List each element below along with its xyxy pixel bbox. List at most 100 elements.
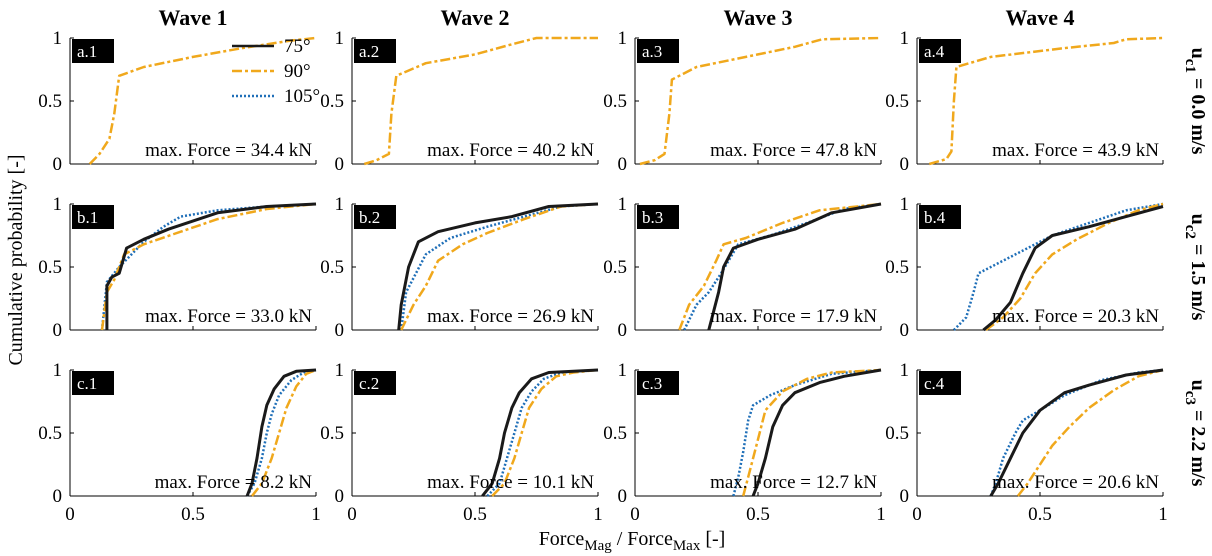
y-tick-label: 1 — [335, 28, 345, 49]
y-tick-label: 0.5 — [603, 423, 627, 444]
y-tick-label: 0 — [900, 154, 910, 175]
panel-c-4: 0 0.5 1 0 0.5 1 c.4 max. Force = 20.6 kN — [885, 360, 1168, 525]
panel-label: b.3 — [642, 208, 663, 227]
x-tick-label: 1 — [311, 504, 321, 525]
series-line-75deg — [245, 368, 317, 497]
panel-label-box — [919, 39, 961, 63]
panel-label-box — [72, 371, 114, 395]
row-label: uc2 = 1.5 m/s — [1182, 214, 1209, 321]
series-line-90deg — [985, 202, 1164, 332]
panel-label-box — [637, 39, 679, 63]
y-tick-label: 0.5 — [320, 91, 344, 112]
series-line-105deg — [732, 368, 882, 497]
x-tick-label: 0.5 — [463, 504, 487, 525]
x-tick-label: 0.5 — [746, 504, 770, 525]
series-line-90deg — [491, 368, 599, 497]
x-axis-label-a-sub: Mag — [584, 538, 612, 554]
max-force-annotation: max. Force = 17.9 kN — [710, 306, 877, 327]
x-tick-label: 0 — [912, 504, 922, 525]
panel-label: a.1 — [77, 42, 97, 61]
panel-a-1: 0 0.5 1 a.1 max. Force = 34.4 kN — [38, 28, 317, 175]
y-tick-label: 0.5 — [885, 91, 909, 112]
y-tick-label: 0 — [618, 320, 628, 341]
y-tick-label: 0 — [53, 154, 63, 175]
series-line-90deg — [678, 202, 882, 331]
panel-a-3: 0 0.5 1 a.3 max. Force = 47.8 kN — [603, 28, 882, 175]
max-force-annotation: max. Force = 43.9 kN — [992, 140, 1159, 161]
y-tick-label: 0 — [53, 486, 63, 507]
y-tick-label: 0.5 — [885, 257, 909, 278]
series-line-105deg — [486, 368, 599, 497]
row-label-sub: c3 — [1182, 391, 1198, 405]
panel-a-4: 0 0.5 1 a.4 max. Force = 43.9 kN — [885, 28, 1164, 175]
legend-label-105: 105° — [284, 86, 320, 107]
y-tick-label: 1 — [53, 194, 63, 215]
x-tick-label: 0 — [347, 504, 357, 525]
panel-label: a.4 — [924, 42, 945, 61]
y-tick-label: 1 — [53, 360, 63, 381]
panel-label: b.1 — [77, 208, 98, 227]
y-tick-label: 1 — [335, 360, 345, 381]
row-label-rest: = 1.5 m/s — [1187, 239, 1209, 321]
y-tick-label: 0 — [335, 154, 345, 175]
row-label-rest: = 2.2 m/s — [1187, 405, 1209, 487]
y-tick-label: 1 — [53, 28, 63, 49]
y-tick-label: 0 — [618, 154, 628, 175]
x-tick-label: 1 — [876, 504, 886, 525]
series-line-75deg — [105, 202, 317, 330]
panel-label-box — [637, 371, 679, 395]
overlay-layer: Cumulative probability [-] ForceMag / Fo… — [5, 36, 725, 554]
panel-label: c.4 — [924, 374, 945, 393]
series-line-90deg — [400, 202, 599, 331]
x-axis-label-b-sub: Max — [673, 538, 701, 554]
y-tick-label: 1 — [335, 194, 345, 215]
series-line-90deg — [1016, 368, 1164, 497]
y-tick-label: 1 — [900, 360, 910, 381]
panel-label-box — [919, 205, 961, 229]
panel-label: c.2 — [359, 374, 379, 393]
panel-b-4: 0 0.5 1 b.4 max. Force = 20.3 kN — [885, 194, 1164, 341]
max-force-annotation: max. Force = 26.9 kN — [427, 306, 594, 327]
x-tick-label: 0 — [630, 504, 640, 525]
y-tick-label: 0 — [618, 486, 628, 507]
row-label-sub: c2 — [1182, 225, 1198, 239]
max-force-annotation: max. Force = 20.3 kN — [992, 306, 1159, 327]
row-label-rest: = 0.0 m/s — [1187, 73, 1209, 155]
panel-label-box — [72, 205, 114, 229]
legend: 75° 90° 105° — [232, 36, 320, 107]
panel-c-3: 0 0.5 1 0 0.5 1 c.3 max. Force = 12.7 kN — [603, 360, 886, 525]
x-axis-label: ForceMag / ForceMax [-] — [539, 528, 726, 554]
y-tick-label: 0 — [335, 320, 345, 341]
legend-label-75: 75° — [284, 36, 311, 57]
y-tick-label: 0 — [53, 320, 63, 341]
column-title: Wave 2 — [440, 5, 509, 30]
series-line-75deg — [707, 202, 882, 331]
panel-label-box — [919, 371, 961, 395]
y-tick-label: 1 — [618, 194, 628, 215]
x-tick-label: 0.5 — [181, 504, 205, 525]
row-label: uc1 = 0.0 m/s — [1182, 48, 1209, 155]
y-axis-label: Cumulative probability [-] — [5, 154, 27, 365]
x-axis-label-mid: / Force — [612, 528, 673, 550]
panel-label: c.1 — [77, 374, 97, 393]
panel-label: c.3 — [642, 374, 662, 393]
y-tick-label: 0.5 — [38, 423, 62, 444]
y-tick-label: 0 — [900, 320, 910, 341]
row-label: uc3 = 2.2 m/s — [1182, 380, 1209, 487]
series-line-90deg — [741, 368, 882, 497]
column-title: Wave 3 — [723, 5, 792, 30]
series-line-75deg — [982, 205, 1164, 332]
panel-b-2: 0 0.5 1 b.2 max. Force = 26.9 kN — [320, 194, 599, 341]
y-tick-label: 0.5 — [885, 423, 909, 444]
max-force-annotation: max. Force = 12.7 kN — [710, 472, 877, 493]
series-line-75deg — [751, 368, 882, 497]
panel-label-box — [637, 205, 679, 229]
y-tick-label: 0.5 — [38, 257, 62, 278]
x-axis-label-end: [-] — [700, 528, 725, 550]
panel-b-1: 0 0.5 1 b.1 max. Force = 33.0 kN — [38, 194, 317, 341]
panel-label-box — [354, 39, 396, 63]
panel-a-2: 0 0.5 1 a.2 max. Force = 40.2 kN — [320, 28, 599, 175]
x-tick-label: 0 — [65, 504, 75, 525]
series-line-75deg — [989, 368, 1164, 497]
x-axis-label-a: Force — [539, 528, 585, 550]
